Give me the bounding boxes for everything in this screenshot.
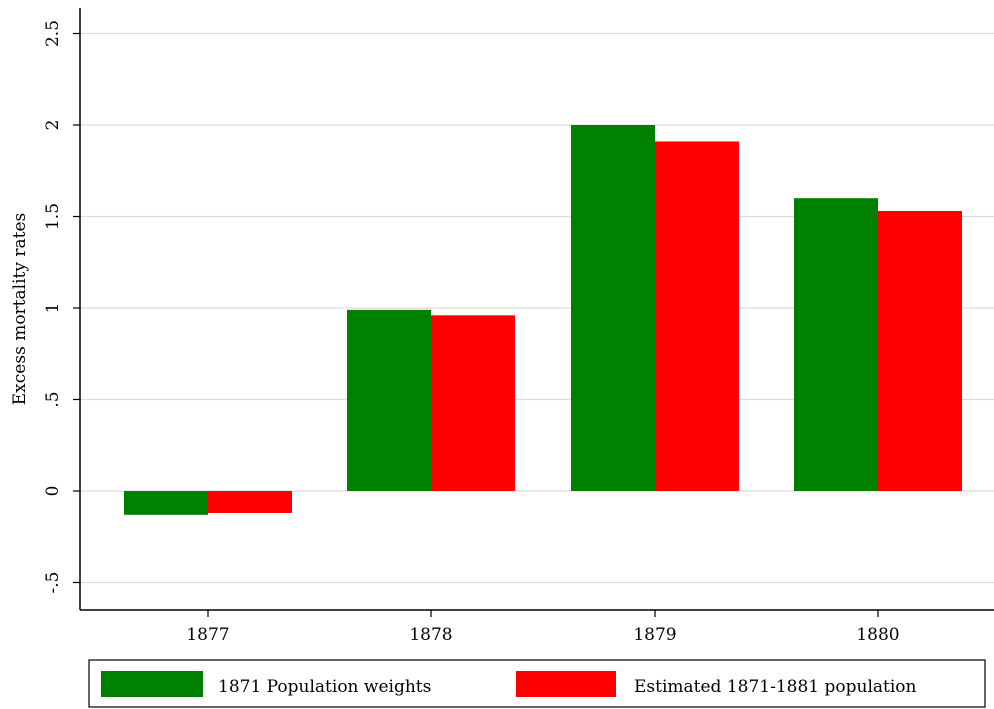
bar-1878-series-0 bbox=[347, 309, 431, 491]
x-tick-label-1877: 1877 bbox=[186, 625, 229, 645]
y-ticks: -.5 0 .5 1 1.5 2 2.5 bbox=[43, 20, 80, 594]
y-tick-label: .5 bbox=[43, 391, 63, 407]
bars bbox=[124, 125, 962, 515]
bar-1880-series-0 bbox=[794, 198, 878, 491]
y-axis-title: Excess mortality rates bbox=[10, 213, 30, 405]
x-ticks: 1877 1878 1879 1880 bbox=[186, 610, 900, 645]
legend-swatch-population-weights bbox=[101, 671, 203, 697]
bar-1877-series-0 bbox=[124, 491, 208, 515]
y-tick-label: -.5 bbox=[43, 572, 63, 594]
bar-1879-series-1 bbox=[655, 141, 739, 491]
y-tick-label: 2.5 bbox=[43, 20, 63, 47]
bar-1878-series-1 bbox=[431, 315, 515, 491]
legend-label-estimated-population: Estimated 1871-1881 population bbox=[634, 677, 917, 697]
y-tick-label: 1.5 bbox=[43, 203, 63, 230]
bar-1880-series-1 bbox=[878, 211, 962, 491]
axes bbox=[79, 8, 994, 611]
legend-swatch-estimated-population bbox=[516, 671, 616, 697]
y-tick-label: 0 bbox=[43, 486, 63, 497]
x-tick-label-1878: 1878 bbox=[409, 625, 452, 645]
bar-1877-series-1 bbox=[208, 491, 292, 513]
legend-label-population-weights: 1871 Population weights bbox=[218, 677, 431, 697]
legend: 1871 Population weights Estimated 1871-1… bbox=[88, 659, 986, 708]
bar-1879-series-0 bbox=[571, 125, 655, 491]
y-tick-label: 1 bbox=[43, 303, 63, 314]
x-tick-label-1880: 1880 bbox=[856, 625, 899, 645]
y-tick-label: 2 bbox=[43, 120, 63, 131]
x-tick-label-1879: 1879 bbox=[633, 625, 676, 645]
